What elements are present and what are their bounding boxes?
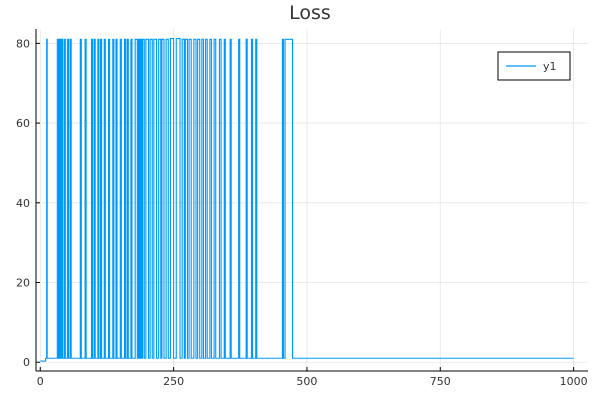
x-tick-label-2: 500 bbox=[296, 375, 317, 388]
y-tick-label-0: 0 bbox=[23, 356, 30, 369]
y-tick-label-1: 20 bbox=[16, 277, 30, 290]
series-line-y1 bbox=[40, 38, 574, 362]
x-tick-label-0: 0 bbox=[37, 375, 44, 388]
x-tick-label-3: 750 bbox=[430, 375, 451, 388]
plot-area: 0 250 500 750 1000 0 20 40 60 80 bbox=[16, 29, 588, 388]
x-tick-label-1: 250 bbox=[163, 375, 184, 388]
legend: y1 bbox=[497, 51, 571, 81]
y-tick-label-2: 40 bbox=[16, 197, 30, 210]
y-tick-label-4: 80 bbox=[16, 37, 30, 50]
chart-title: Loss bbox=[289, 2, 331, 24]
x-tick-label-4: 1000 bbox=[560, 375, 588, 388]
legend-label-y1: y1 bbox=[543, 60, 557, 73]
y-tick-label-3: 60 bbox=[16, 117, 30, 130]
